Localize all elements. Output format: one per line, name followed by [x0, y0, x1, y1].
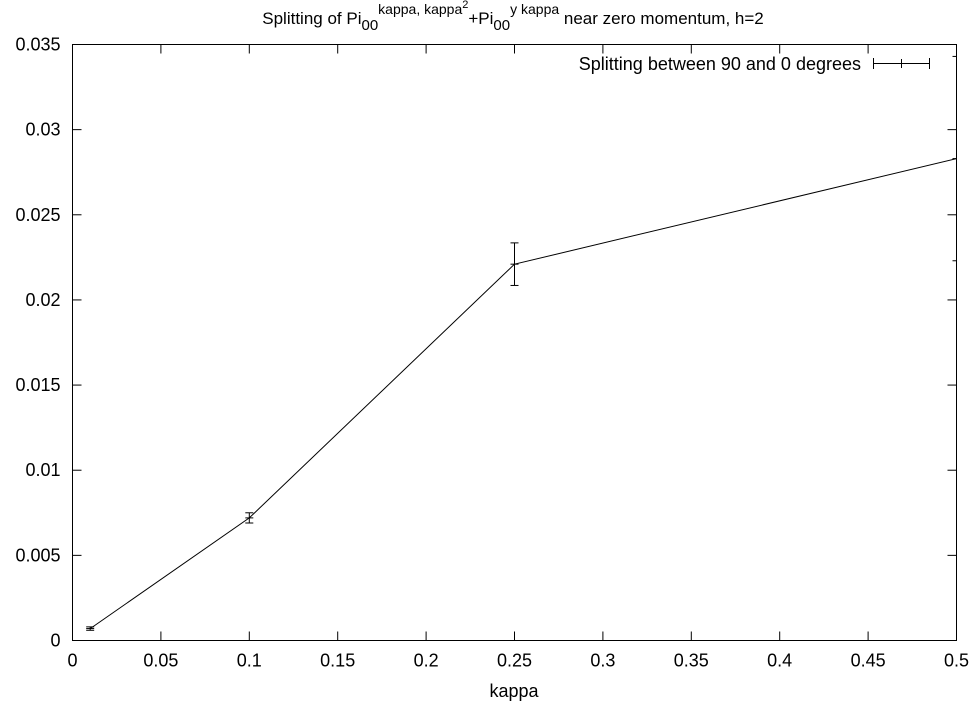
- x-tick-label: 0.3: [590, 651, 615, 671]
- x-tick-label: 0: [67, 651, 77, 671]
- y-tick-label: 0.025: [15, 205, 60, 225]
- chart-title: Splitting of Pi00kappa, kappa2+Pi00y kap…: [262, 0, 763, 34]
- x-tick-label: 0.25: [497, 651, 532, 671]
- legend-label: Splitting between 90 and 0 degrees: [579, 54, 861, 74]
- x-axis: 0 0.05 0.1 0.15 0.2 0.25 0.3 0.35 0.4 0.45 0.5: [67, 44, 969, 671]
- title-subscript-1: 00: [361, 17, 378, 34]
- series-layer: [86, 55, 956, 631]
- x-tick-label: 0.45: [851, 651, 886, 671]
- series-line: [89, 158, 956, 630]
- y-tick-label: 0.035: [15, 35, 60, 55]
- y-tick-label: 0.005: [15, 545, 60, 565]
- title-superscript-2: 2: [462, 0, 468, 11]
- legend: Splitting between 90 and 0 degrees: [579, 54, 930, 74]
- title-suffix: near zero momentum, h=2: [559, 9, 764, 28]
- title-middle: +Pi: [468, 9, 493, 28]
- x-tick-label: 0.05: [143, 651, 178, 671]
- title-subscript-2: 00: [493, 17, 510, 34]
- y-tick-label: 0.02: [25, 290, 60, 310]
- x-tick-label: 0.35: [674, 651, 709, 671]
- y-tick-label: 0.01: [25, 460, 60, 480]
- title-prefix: Splitting of Pi: [262, 9, 361, 28]
- x-axis-label: kappa: [489, 681, 539, 701]
- x-tick-label: 0.2: [414, 651, 439, 671]
- x-tick-label: 0.1: [237, 651, 262, 671]
- x-tick-label: 0.4: [767, 651, 792, 671]
- plot-frame: [72, 44, 957, 641]
- x-tick-label: 0.5: [944, 651, 969, 671]
- title-superscript-3: y kappa: [510, 1, 559, 17]
- x-tick-label: 0.15: [320, 651, 355, 671]
- y-tick-label: 0: [50, 631, 60, 651]
- y-axis: 0 0.005 0.01 0.015 0.02 0.025 0.03 0.035: [15, 35, 957, 651]
- y-tick-label: 0.015: [15, 375, 60, 395]
- y-tick-label: 0.03: [25, 120, 60, 140]
- title-superscript-1: kappa, kappa: [378, 1, 462, 17]
